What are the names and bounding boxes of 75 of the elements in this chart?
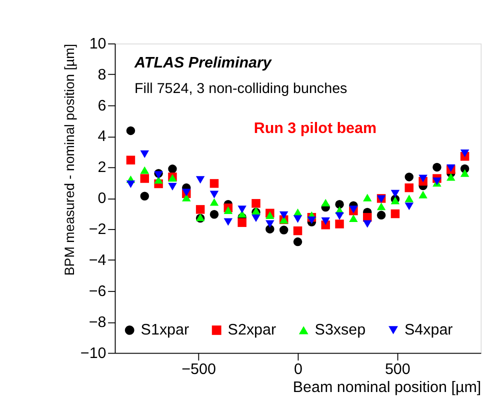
- point: [376, 202, 386, 210]
- point: [293, 237, 302, 246]
- point: [335, 200, 344, 209]
- x-tick-label: 500: [384, 360, 410, 378]
- y-tick-label: 0: [98, 190, 106, 208]
- y-tick-label: 2: [98, 159, 106, 176]
- point: [460, 150, 470, 158]
- point: [140, 192, 149, 200]
- x-axis-title: Beam nominal position [µm]: [292, 378, 482, 396]
- annotation: Run 3 pilot beam: [254, 120, 377, 138]
- y-tick-label: −8: [88, 314, 106, 331]
- point: [168, 164, 177, 174]
- legend-label: S1xpar: [140, 322, 190, 339]
- point: [266, 220, 274, 228]
- point: [266, 211, 274, 219]
- point: [252, 214, 260, 222]
- point: [210, 210, 219, 219]
- point: [126, 156, 136, 164]
- point: [418, 190, 428, 198]
- point: [404, 194, 414, 202]
- point: [432, 162, 442, 172]
- point: [446, 173, 456, 181]
- y-tick-label: 6: [98, 97, 106, 114]
- annotation: ATLAS Preliminary: [134, 54, 273, 72]
- point: [404, 172, 414, 182]
- point: [154, 176, 163, 184]
- point: [293, 226, 302, 236]
- point: [335, 220, 344, 228]
- point: [404, 202, 414, 210]
- point: [196, 205, 205, 214]
- point: [362, 220, 372, 228]
- point: [418, 174, 428, 182]
- point: [224, 206, 233, 214]
- y-tick-label: −6: [88, 282, 106, 300]
- y-tick-label: −4: [88, 252, 107, 269]
- point: [126, 126, 136, 136]
- y-tick-label: 10: [89, 35, 106, 52]
- y-axis-title: BPM measured - nominal position [µm]: [62, 44, 78, 276]
- point: [210, 190, 219, 198]
- point: [168, 182, 177, 190]
- point: [224, 218, 233, 226]
- point: [126, 180, 136, 188]
- point: [238, 206, 246, 214]
- point: [390, 190, 400, 198]
- point: [279, 211, 288, 219]
- point: [279, 226, 288, 234]
- point: [210, 198, 219, 206]
- y-tick-label: 8: [98, 66, 106, 84]
- point: [349, 214, 358, 222]
- legend-label: S3xsep: [314, 322, 366, 339]
- x-tick-label: −500: [182, 360, 216, 378]
- y-tick-label: −10: [80, 344, 106, 362]
- point: [335, 212, 344, 220]
- point: [376, 210, 386, 220]
- point: [321, 198, 330, 206]
- point: [140, 166, 149, 174]
- x-tick-label: 0: [294, 360, 302, 378]
- point: [266, 224, 274, 234]
- point: [196, 176, 205, 184]
- point: [252, 199, 260, 208]
- point: [404, 183, 414, 192]
- legend-label: S2xpar: [228, 322, 276, 339]
- point: [460, 169, 470, 177]
- point: [210, 179, 219, 188]
- point: [238, 218, 246, 227]
- point: [321, 217, 330, 225]
- point: [362, 194, 372, 202]
- y-tick-label: 4: [98, 128, 107, 146]
- point: [140, 150, 149, 158]
- point: [293, 215, 302, 223]
- y-tick-label: −2: [88, 221, 106, 238]
- legend-label: S4xpar: [404, 322, 453, 339]
- point: [390, 209, 400, 218]
- annotation: Fill 7524, 3 non-colliding bunches: [134, 80, 348, 97]
- point: [140, 174, 149, 183]
